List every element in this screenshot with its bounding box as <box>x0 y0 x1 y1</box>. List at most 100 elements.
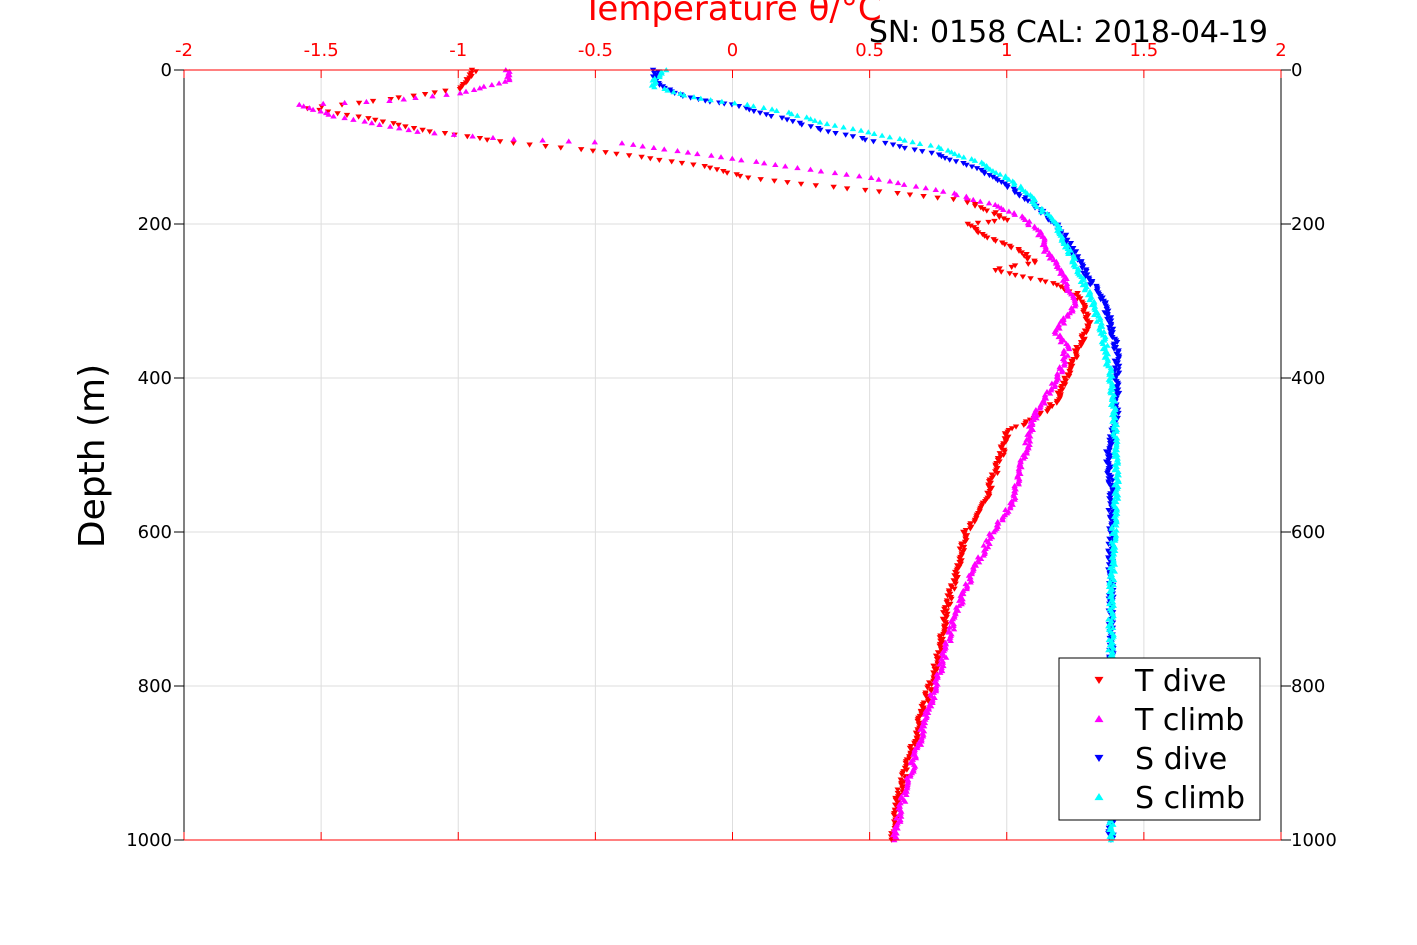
data-point <box>983 164 990 170</box>
data-point <box>1024 198 1032 204</box>
data-point <box>862 187 869 193</box>
data-point <box>1024 256 1031 263</box>
data-point <box>1064 352 1071 358</box>
data-point <box>1111 490 1118 496</box>
data-point <box>402 124 409 130</box>
data-point <box>963 162 970 168</box>
data-point <box>811 117 819 123</box>
data-point <box>886 178 894 184</box>
series-s-climb <box>648 67 1123 843</box>
data-point <box>1080 309 1087 316</box>
data-point <box>1030 413 1037 419</box>
data-point <box>980 542 987 548</box>
data-point <box>870 139 877 145</box>
data-point <box>1004 429 1011 435</box>
data-point <box>429 93 436 99</box>
data-point <box>1047 387 1055 393</box>
data-point <box>1057 388 1064 395</box>
data-point <box>856 173 863 179</box>
data-point <box>650 144 658 151</box>
data-point <box>768 106 776 112</box>
data-point <box>1025 261 1032 267</box>
data-point <box>1011 181 1018 187</box>
data-point <box>897 777 904 783</box>
data-point <box>1113 428 1120 434</box>
data-point <box>1115 382 1122 388</box>
data-point <box>788 111 795 117</box>
data-point <box>945 603 952 609</box>
data-point <box>1005 434 1012 440</box>
data-point <box>830 184 837 190</box>
data-point <box>990 529 997 535</box>
data-point <box>782 163 789 169</box>
data-point <box>955 152 963 158</box>
data-point <box>1106 536 1113 542</box>
data-point <box>542 143 549 150</box>
data-point <box>1033 411 1041 418</box>
data-point <box>1085 277 1093 283</box>
data-point <box>1050 281 1057 287</box>
data-point <box>1108 530 1116 536</box>
data-point <box>1065 374 1073 380</box>
data-point <box>1052 378 1059 385</box>
legend-marker <box>1094 714 1104 723</box>
data-point <box>742 105 750 111</box>
data-point <box>1026 438 1034 444</box>
data-point <box>443 91 450 97</box>
data-point <box>1012 272 1019 279</box>
data-point <box>1111 365 1119 371</box>
data-point <box>940 631 947 637</box>
data-point <box>960 154 967 160</box>
data-point <box>1111 482 1118 488</box>
data-point <box>1055 334 1062 340</box>
data-point <box>991 211 998 217</box>
data-point <box>1110 577 1118 583</box>
data-point <box>1073 355 1081 361</box>
data-point <box>1108 525 1115 531</box>
data-point <box>937 669 944 675</box>
data-point <box>1021 253 1028 259</box>
data-point <box>1057 284 1065 290</box>
data-point <box>746 107 753 113</box>
legend-entry-label: S climb <box>1135 781 1245 816</box>
data-point <box>898 772 906 778</box>
data-point <box>971 519 978 525</box>
data-point <box>365 116 372 122</box>
data-point <box>767 113 775 120</box>
data-point <box>1016 193 1023 199</box>
data-point <box>898 813 905 819</box>
data-point <box>501 78 509 84</box>
data-point <box>924 685 931 691</box>
data-point <box>865 129 872 135</box>
data-point <box>368 120 375 126</box>
data-point <box>1106 437 1113 443</box>
data-point <box>1062 379 1069 385</box>
data-point <box>1023 190 1031 196</box>
data-point <box>708 152 715 158</box>
data-point <box>1114 460 1122 466</box>
data-point <box>733 172 740 178</box>
y-tick-label-left: 200 <box>138 214 172 235</box>
data-point <box>713 167 721 173</box>
data-point <box>934 195 941 201</box>
data-point <box>1107 315 1115 321</box>
series-t-climb <box>296 67 1079 843</box>
data-point <box>925 706 933 712</box>
data-point <box>911 147 918 153</box>
data-point <box>959 596 966 602</box>
data-point <box>849 134 857 140</box>
data-point <box>661 146 668 152</box>
data-point <box>1106 371 1113 377</box>
data-point <box>1036 405 1044 411</box>
data-point <box>1111 398 1119 404</box>
x-tick-label: 1.5 <box>1130 40 1159 61</box>
y-axis-label: Depth (m) <box>72 364 113 548</box>
data-point <box>831 122 839 128</box>
data-point <box>981 171 988 177</box>
data-point <box>971 157 979 163</box>
data-point <box>963 586 970 592</box>
data-point <box>1106 580 1113 586</box>
data-point <box>756 110 764 116</box>
data-point <box>956 546 964 552</box>
